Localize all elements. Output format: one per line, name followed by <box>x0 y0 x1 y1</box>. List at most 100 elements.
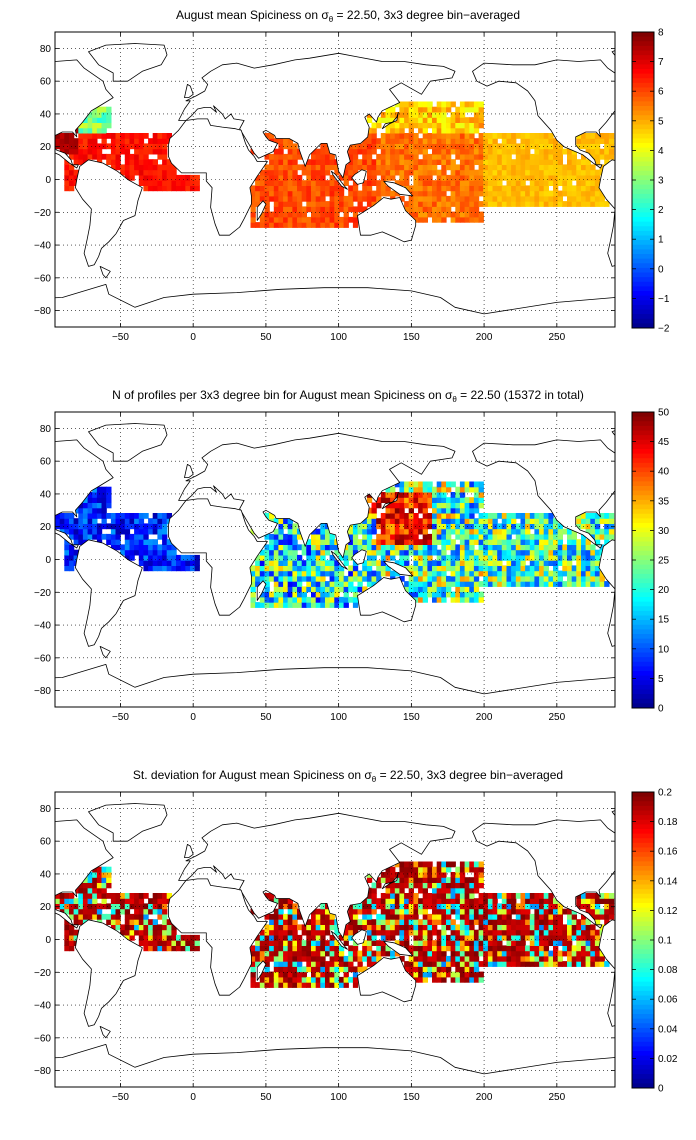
bin-cell <box>590 961 596 967</box>
bin-cell <box>283 898 289 904</box>
bin-cell <box>548 913 554 920</box>
bin-cell <box>413 539 419 545</box>
bin-cell <box>501 513 508 519</box>
x-tick-label: 200 <box>476 712 493 723</box>
bin-cell <box>506 195 512 202</box>
bin-cell <box>162 565 168 572</box>
bin-cell <box>273 216 280 223</box>
bin-cell <box>124 924 131 931</box>
bin-cell <box>557 919 563 925</box>
bin-cell <box>362 903 368 910</box>
bin-cell <box>329 164 335 171</box>
bin-cell <box>287 206 293 213</box>
bin-cell <box>446 560 452 566</box>
bin-cell <box>539 159 545 165</box>
y-tick-label: 40 <box>40 109 52 120</box>
bin-cell <box>96 507 103 514</box>
bin-cell <box>385 497 391 503</box>
bin-cell <box>492 924 498 931</box>
bin-cell <box>348 195 354 202</box>
bin-cell <box>362 913 368 920</box>
bin-cell <box>469 966 475 973</box>
bin-cell <box>325 961 331 967</box>
bin-cell <box>469 481 475 488</box>
bin-cell <box>366 153 373 160</box>
bin-cell <box>259 602 266 608</box>
bin-cell <box>404 919 410 925</box>
bin-cell <box>273 976 280 983</box>
bin-cell <box>73 913 79 920</box>
bin-cell <box>157 523 163 530</box>
bin-cell <box>413 591 419 598</box>
bin-cell <box>562 924 568 931</box>
bin-cell <box>325 570 331 577</box>
bin-cell <box>464 950 470 957</box>
bin-cell <box>269 934 275 941</box>
bin-cell <box>446 101 452 108</box>
bin-cell <box>608 148 615 155</box>
bin-cell <box>483 898 489 904</box>
bin-cell <box>152 929 158 936</box>
bin-cell <box>464 971 470 978</box>
bin-cell <box>366 919 373 925</box>
bin-cell <box>501 549 508 556</box>
bin-cell <box>432 961 438 967</box>
bin-cell <box>138 924 145 931</box>
bin-cell <box>599 201 605 207</box>
bin-cell <box>562 201 568 207</box>
bin-cell <box>115 153 121 160</box>
bin-cell <box>548 924 554 931</box>
bin-cell <box>581 159 587 165</box>
bin-cell <box>283 581 289 587</box>
bin-cell <box>390 877 396 883</box>
bin-cell <box>380 180 387 186</box>
bin-cell <box>138 903 145 910</box>
bin-cell <box>138 518 145 524</box>
bin-cell <box>385 908 391 915</box>
bin-cell <box>422 861 428 868</box>
bin-cell <box>520 190 526 197</box>
bin-cell <box>366 138 373 144</box>
bin-cell <box>273 575 280 582</box>
bin-cell <box>306 596 312 603</box>
panel-title: St. deviation for August mean Spiciness … <box>133 768 563 784</box>
bin-cell <box>101 513 107 519</box>
bin-cell <box>436 976 442 983</box>
bin-cell <box>348 174 354 181</box>
bin-cell <box>459 908 466 915</box>
std-deviation-panel: St. deviation for August mean Spiciness … <box>0 760 696 1140</box>
bin-cell <box>380 497 387 503</box>
bin-cell <box>124 133 131 139</box>
bin-cell <box>371 934 377 941</box>
bin-cell <box>497 544 503 551</box>
bin-cell <box>250 201 256 207</box>
bin-cell <box>376 945 382 952</box>
bin-cell <box>553 195 559 202</box>
bin-cell <box>371 887 377 894</box>
bin-cell <box>459 924 466 931</box>
bin-cell <box>515 528 522 535</box>
bin-cell <box>101 492 107 498</box>
bin-cell <box>171 560 177 566</box>
bin-cell <box>287 169 293 176</box>
bin-cell <box>446 908 452 915</box>
bin-cell <box>162 945 168 952</box>
bin-cell <box>180 934 186 941</box>
bin-cell <box>306 201 312 207</box>
bin-cell <box>115 898 121 904</box>
bin-cell <box>450 143 456 150</box>
bin-cell <box>301 544 307 551</box>
bin-cell <box>436 174 442 181</box>
bin-cell <box>422 872 428 878</box>
bin-cell <box>404 966 410 973</box>
bin-cell <box>129 138 135 144</box>
bin-cell <box>548 153 554 160</box>
bin-cell <box>152 523 158 530</box>
bin-cell <box>432 492 438 498</box>
bin-cell <box>64 133 70 139</box>
bin-cell <box>348 929 354 936</box>
bin-cell <box>297 586 303 593</box>
bin-cell <box>543 945 549 952</box>
bin-cell <box>567 159 573 165</box>
bin-cell <box>390 898 396 904</box>
